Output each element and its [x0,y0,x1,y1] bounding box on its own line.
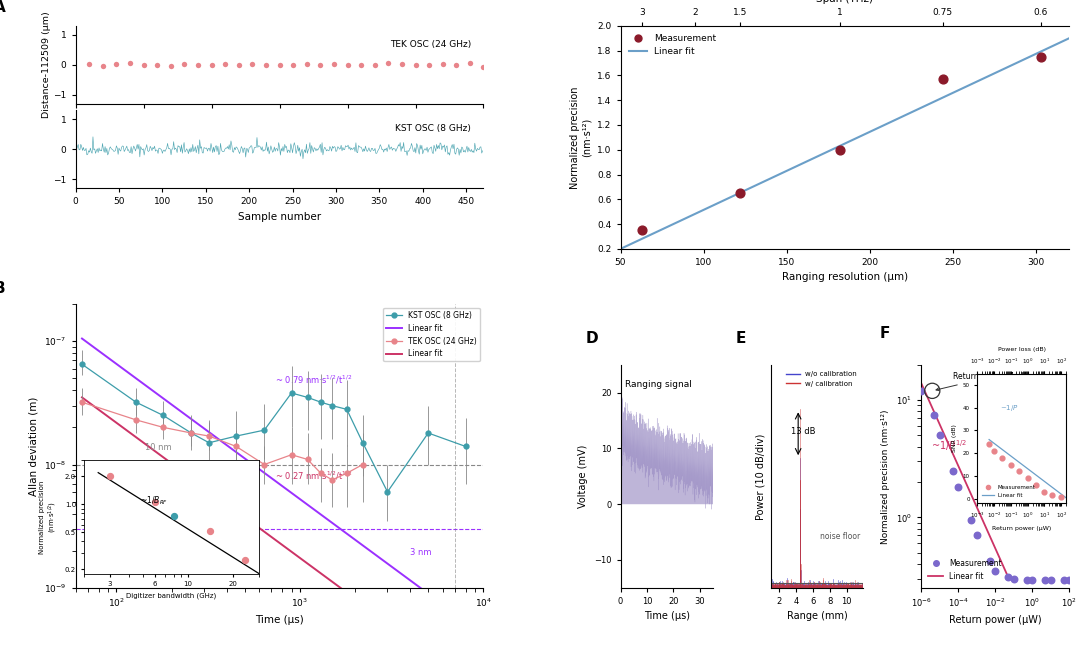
Point [1005,574,1023,584]
Measurement [1032,52,1050,62]
Text: 3 nm: 3 nm [410,548,432,557]
Point [1042,575,1059,585]
Point [420,59,437,70]
Point [244,59,261,69]
Y-axis label: Voltage (mV): Voltage (mV) [579,444,589,508]
Point [1055,575,1072,585]
Point [121,58,138,68]
Point [380,58,397,68]
X-axis label: Sample number: Sample number [238,212,321,222]
Text: 13 dB: 13 dB [791,427,815,436]
Point [407,60,424,70]
Text: KST OSC (8 GHz): KST OSC (8 GHz) [395,124,471,133]
Measurement [832,145,849,155]
Point [230,59,247,70]
X-axis label: Return power (μW): Return power (μW) [949,615,1041,625]
Text: ~ 0.27 nm·s$^{1/2}$/t$^{1/2}$: ~ 0.27 nm·s$^{1/2}$/t$^{1/2}$ [275,470,353,483]
X-axis label: Time (μs): Time (μs) [644,612,690,621]
Point [986,565,1003,576]
Text: 10 nm: 10 nm [145,443,172,452]
Point [298,59,315,69]
Point [1037,575,1054,585]
Point [447,60,464,70]
Point [149,59,166,70]
Point [913,386,930,396]
Text: ~1/$P^{1/2}$: ~1/$P^{1/2}$ [931,438,968,453]
Measurement [934,74,951,84]
Measurement [731,188,748,198]
Text: Return power: 4 pW: Return power: 4 pW [936,373,1028,391]
Point [284,59,301,70]
Point [923,386,941,396]
Point [999,572,1016,582]
Point [189,59,206,70]
Point [162,61,179,71]
Legend: KST OSC (8 GHz), Linear fit, TEK OSC (24 GHz), Linear fit: KST OSC (8 GHz), Linear fit, TEK OSC (24… [383,308,480,361]
Text: F: F [880,326,890,341]
Point [926,410,943,420]
Measurement [634,225,651,235]
Text: B: B [0,280,5,296]
Point [931,430,948,441]
Point [475,62,492,72]
Point [203,60,220,70]
Text: TEK OSC (24 GHz): TEK OSC (24 GHz) [390,40,471,49]
Y-axis label: Allan deviation (m): Allan deviation (m) [28,396,39,495]
Point [1024,575,1041,585]
Text: D: D [585,331,598,346]
Point [949,482,967,492]
Point [352,60,369,70]
Point [94,61,111,71]
Y-axis label: Normalized precision
(nm·s¹²): Normalized precision (nm·s¹²) [570,86,592,189]
Point [325,59,342,69]
Point [339,59,356,70]
Text: E: E [735,331,746,346]
Point [108,59,125,69]
Point [271,59,288,70]
Point [176,59,193,69]
X-axis label: Span (THz): Span (THz) [816,0,874,5]
Point [393,59,410,69]
Point [257,60,274,70]
Point [81,58,98,68]
Y-axis label: Power (10 dB/div): Power (10 dB/div) [755,433,766,519]
Legend: Measurement, Linear fit: Measurement, Linear fit [924,556,1005,584]
Point [944,466,961,476]
Point [135,60,152,70]
Text: A: A [0,0,5,15]
Point [1061,575,1078,585]
Legend: w/o calibration, w/ calibration: w/o calibration, w/ calibration [783,368,860,390]
X-axis label: Power loss (dB): Power loss (dB) [998,348,1045,352]
Legend: Measurement, Linear fit: Measurement, Linear fit [625,30,719,60]
Point [312,60,329,70]
Point [461,58,478,68]
X-axis label: Time (μs): Time (μs) [255,615,303,625]
Point [962,515,980,525]
Y-axis label: Normalized precision (nm·s¹²): Normalized precision (nm·s¹²) [881,409,891,543]
Point [968,530,985,541]
X-axis label: Range (mm): Range (mm) [786,612,848,621]
Point [366,59,383,70]
Text: ~ 0.79 nm·s$^{1/2}$/t$^{1/2}$: ~ 0.79 nm·s$^{1/2}$/t$^{1/2}$ [275,373,353,386]
Point [434,59,451,69]
Point [1018,575,1036,585]
Y-axis label: Distance-112509 (μm): Distance-112509 (μm) [41,12,51,118]
Text: noise floor: noise floor [820,532,860,541]
Point [981,556,998,567]
Point [216,59,233,69]
X-axis label: Ranging resolution (μm): Ranging resolution (μm) [782,273,908,282]
Text: Ranging signal: Ranging signal [625,380,692,389]
